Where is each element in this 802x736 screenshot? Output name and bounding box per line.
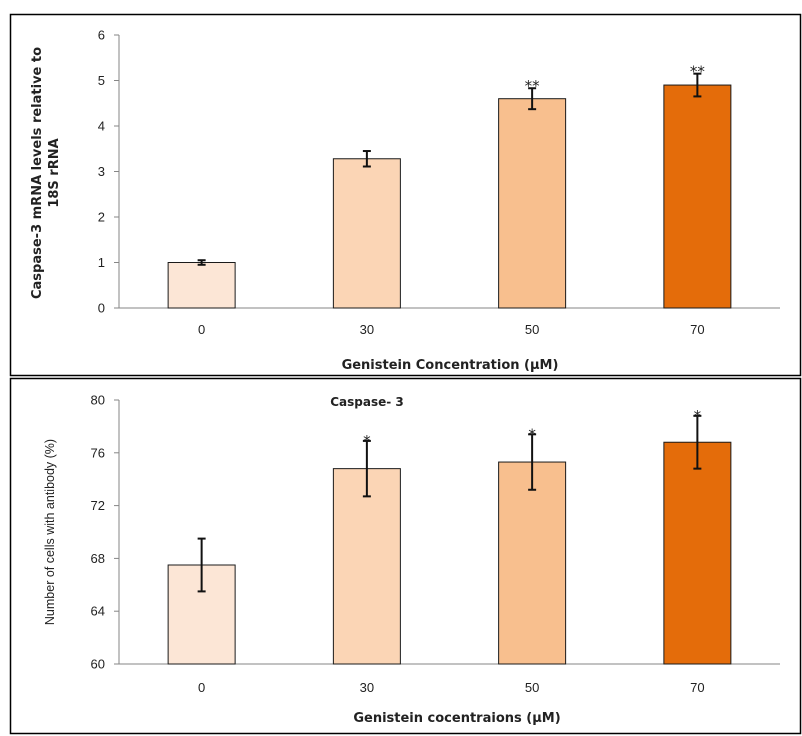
chart-2-bar xyxy=(498,461,567,665)
chart-1-xtick-label: 50 xyxy=(525,322,539,337)
chart-2-error-bar xyxy=(197,537,206,593)
chart-1: 0 1 2 3 4 5 6 0 30 50 ** 70 ** Caspase-3 mRNA level… xyxy=(30,28,780,373)
chart-2-bar xyxy=(663,441,732,665)
chart-2: 60 64 68 72 76 80 0 30 * 50 * 70 * Caspase- 3 Numbe… xyxy=(43,393,780,726)
chart-1-xlabel: Genistein Concentration (µM) xyxy=(342,358,559,373)
chart-1-marks: 0 30 50 ** 70 ** xyxy=(167,63,732,337)
chart-1-error-bar xyxy=(528,87,537,111)
chart-2-ytick-label: 68 xyxy=(91,551,105,566)
chart-2-error-bar xyxy=(528,433,537,491)
chart-2-xlabel: Genistein cocentraions (µM) xyxy=(353,711,560,726)
chart-1-ytick-label: 3 xyxy=(98,164,105,179)
chart-1-ytick-label: 2 xyxy=(98,210,105,225)
chart-2-ylabel: Number of cells with antibody (%) xyxy=(43,439,57,625)
chart-1-bar xyxy=(498,98,567,309)
chart-2-ytick-label: 64 xyxy=(91,604,105,619)
chart-2-ytick-label: 80 xyxy=(91,393,105,408)
panel-2-frame xyxy=(9,377,802,735)
chart-1-error-bar xyxy=(197,259,206,266)
chart-1-ylabel-line-2: 18S rRNA xyxy=(47,138,62,207)
chart-2-xtick-label: 30 xyxy=(360,680,374,695)
chart-1-ytick-label: 5 xyxy=(98,73,105,88)
chart-1-ytick-label: 6 xyxy=(98,28,105,43)
chart-2-xtick-label: 50 xyxy=(525,680,539,695)
chart-1-bar xyxy=(167,262,236,309)
chart-2-ytick-label: 60 xyxy=(91,657,105,672)
chart-2-title: Caspase- 3 xyxy=(330,395,404,409)
chart-2-xtick-label: 70 xyxy=(690,680,704,695)
chart-1-error-bar xyxy=(693,72,702,98)
chart-1-significance-label: ** xyxy=(525,77,541,95)
chart-1-bar xyxy=(663,84,732,309)
chart-2-ytick-label: 72 xyxy=(91,498,105,513)
panel-1-frame xyxy=(9,13,802,377)
chart-2-error-bar xyxy=(362,439,371,498)
chart-1-xtick-label: 0 xyxy=(198,322,205,337)
chart-1-ylabel-line-1: Caspase-3 mRNA levels relative to xyxy=(30,47,45,299)
chart-2-significance-label: * xyxy=(528,425,536,443)
chart-2-xtick-label: 0 xyxy=(198,680,205,695)
chart-1-xtick-label: 70 xyxy=(690,322,704,337)
chart-2-marks: 0 30 * 50 * 70 * xyxy=(167,407,732,695)
chart-1-ytick-label: 0 xyxy=(98,301,105,316)
chart-1-error-bar xyxy=(362,150,371,168)
chart-1-ytick-label: 1 xyxy=(98,255,105,270)
chart-2-significance-label: * xyxy=(363,432,371,450)
chart-1-ytick-label: 4 xyxy=(98,119,105,134)
chart-2-error-bar xyxy=(693,414,702,470)
chart-2-significance-label: * xyxy=(694,407,702,425)
chart-2-ytick-label: 76 xyxy=(91,445,105,460)
chart-1-xtick-label: 30 xyxy=(360,322,374,337)
chart-1-significance-label: ** xyxy=(690,63,706,81)
chart-1-bar xyxy=(332,158,401,309)
chart-2-bar xyxy=(332,468,401,665)
